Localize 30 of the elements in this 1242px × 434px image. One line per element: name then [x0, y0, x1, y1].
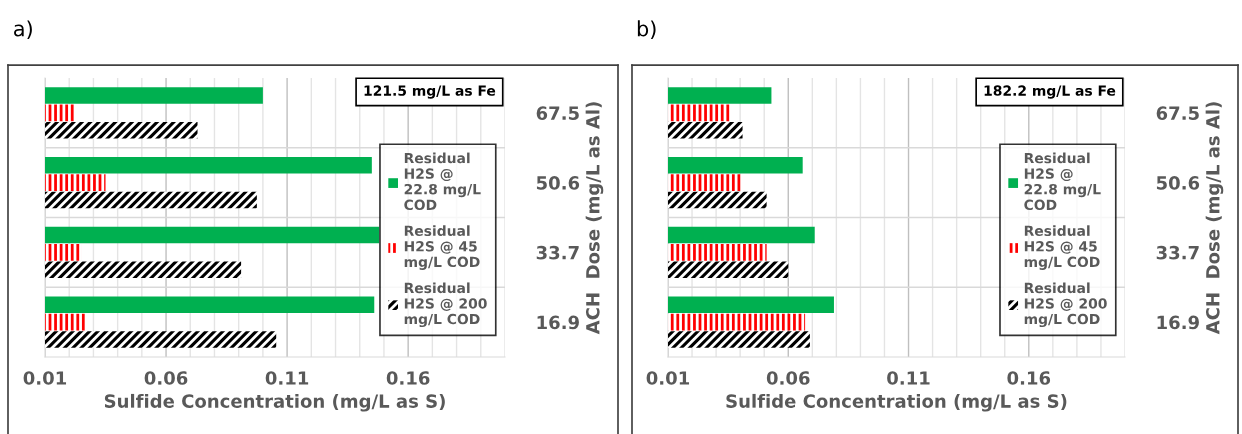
annotation: 121.5 mg/L as Fe — [364, 85, 496, 99]
annotation: 182.2 mg/L as Fe — [984, 85, 1116, 99]
legend-label: Residual H2S @ 45 mg/L COD — [1024, 225, 1100, 270]
y-tick-label: 16.9 — [1157, 315, 1199, 330]
x-tick-label: 0.06 — [766, 371, 810, 385]
legend-label: Residual H2S @ 200 mg/L COD — [404, 282, 487, 328]
legend-label: Residual H2S @ 22.8 mg/L COD — [1024, 152, 1101, 211]
chart-title: b) — [637, 20, 656, 39]
y-tick-label: 33.7 — [536, 245, 579, 260]
y-tick-label: 50.6 — [536, 176, 580, 190]
x-tick-label: 0.01 — [23, 371, 67, 385]
y-tick-label: 16.9 — [537, 315, 579, 330]
x-tick-label: 0.16 — [386, 371, 430, 385]
y-tick-label: 50.6 — [1156, 176, 1200, 190]
y-tick-label: 67.5 — [1156, 106, 1199, 120]
x-axis-title: Sulfide Concentration (mg/L as S) — [104, 393, 445, 412]
x-tick-label: 0.01 — [646, 371, 690, 385]
x-tick-label: 0.11 — [265, 371, 309, 385]
legend-label: Residual H2S @ 200 mg/L COD — [1024, 282, 1107, 328]
y-axis-title: ACH Dose (mg/L as Al) — [585, 102, 604, 335]
y-tick-label: 67.5 — [536, 106, 579, 120]
legend-label: Residual H2S @ 22.8 mg/L COD — [404, 152, 481, 211]
y-tick-label: 33.7 — [1156, 245, 1199, 260]
legend-label: Residual H2S @ 45 mg/L COD — [404, 225, 480, 270]
x-axis-title: Sulfide Concentration (mg/L as S) — [726, 393, 1067, 412]
x-tick-label: 0.16 — [1007, 371, 1051, 385]
chart-title: a) — [14, 20, 32, 39]
x-tick-label: 0.06 — [144, 371, 188, 385]
x-tick-label: 0.11 — [887, 371, 930, 385]
y-axis-title: ACH Dose (mg/L as Al) — [1205, 102, 1224, 335]
